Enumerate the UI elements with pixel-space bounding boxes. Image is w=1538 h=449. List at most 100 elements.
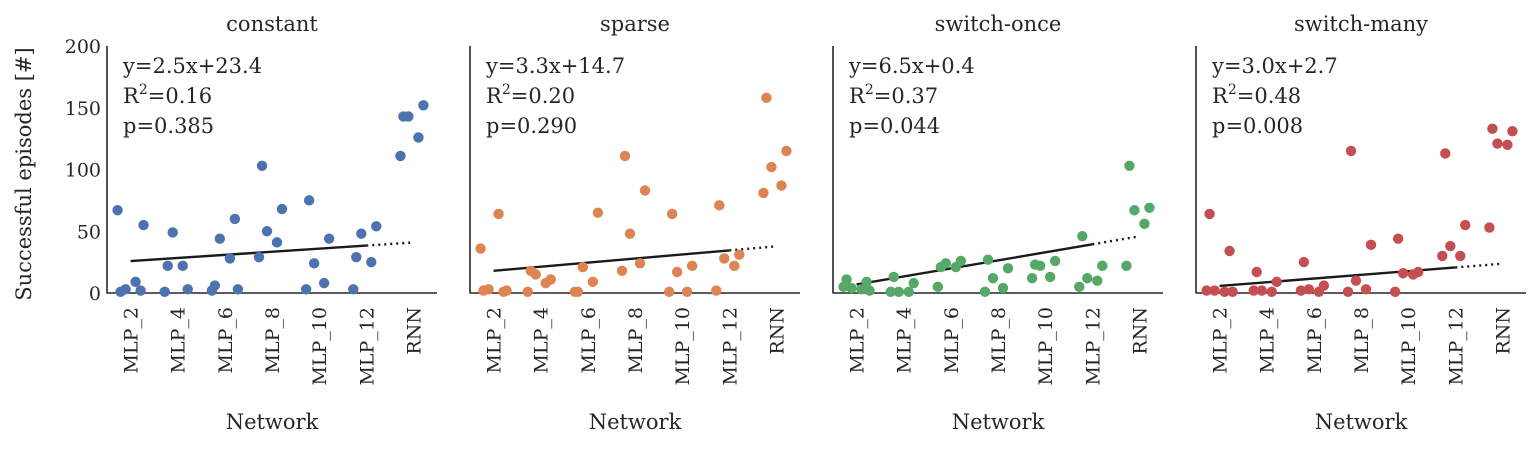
data-point xyxy=(308,258,320,269)
data-point xyxy=(162,260,173,272)
panel-constant: constant 0 50 100 150 200 MLP_2 MLP_4 MLP_6 MLP_8… xyxy=(65,12,437,434)
regression-extrapolation xyxy=(1092,235,1140,246)
panel-switch-many: switch-many MLP_2 MLP_4 MLP_6 MLP_8 MLP_10 MLP… xyxy=(1195,12,1526,434)
data-point xyxy=(663,286,675,297)
data-point xyxy=(1204,208,1215,220)
data-point xyxy=(681,286,693,297)
x-tick-label: MLP_6 xyxy=(578,307,600,373)
y-tick-label: 200 xyxy=(65,36,101,58)
p-value: p=0.008 xyxy=(1212,114,1303,138)
regression-extrapolation xyxy=(729,245,777,252)
data-point xyxy=(224,253,236,264)
x-axis-label: Network xyxy=(952,410,1045,434)
r-squared-exponent: 2 xyxy=(502,82,511,98)
x-tick-label: MLP_10 xyxy=(1398,307,1420,386)
data-point xyxy=(1392,233,1404,244)
data-point xyxy=(232,284,244,295)
x-tick-label: MLP_8 xyxy=(262,307,284,373)
data-point xyxy=(323,233,335,244)
x-tick-label: MLP_2 xyxy=(847,307,869,373)
data-point xyxy=(1397,268,1409,279)
data-point xyxy=(1044,271,1056,283)
data-point xyxy=(577,261,589,273)
data-point xyxy=(403,111,414,122)
r-squared-value: =0.20 xyxy=(511,84,575,108)
data-point xyxy=(253,251,265,263)
data-point xyxy=(1271,276,1282,288)
data-point xyxy=(671,266,683,278)
panels: constant 0 50 100 150 200 MLP_2 MLP_4 MLP_6 MLP_8… xyxy=(65,12,1526,434)
r-squared: R2=0.48 xyxy=(1212,82,1301,108)
r-squared-prefix: R xyxy=(486,84,503,108)
data-point xyxy=(932,281,944,293)
data-point xyxy=(903,286,914,297)
data-point xyxy=(1074,281,1085,293)
data-point xyxy=(167,227,178,238)
data-point xyxy=(135,285,146,296)
data-point xyxy=(729,260,740,272)
x-tick-label: MLP_6 xyxy=(941,307,963,373)
data-point xyxy=(1219,286,1230,297)
data-point xyxy=(861,276,872,288)
data-point xyxy=(413,132,424,143)
data-point xyxy=(1049,255,1061,267)
data-point xyxy=(888,271,899,283)
data-point xyxy=(522,286,533,297)
data-point xyxy=(318,277,330,289)
data-point xyxy=(1455,250,1466,262)
regression-equation: y=2.5x+23.4 xyxy=(122,54,262,78)
x-tick-label: RNN xyxy=(1492,307,1514,355)
data-point xyxy=(1350,275,1362,286)
data-point xyxy=(395,150,406,162)
data-point xyxy=(1345,145,1357,157)
data-point xyxy=(1303,284,1315,295)
regression-equation: y=6.5x+0.4 xyxy=(848,54,975,78)
p-value: p=0.044 xyxy=(849,114,940,138)
data-point xyxy=(1492,138,1503,149)
data-point xyxy=(950,261,962,273)
data-point xyxy=(1460,219,1471,231)
data-point xyxy=(666,208,678,220)
r-squared-value: =0.48 xyxy=(1237,84,1301,108)
data-point xyxy=(719,253,730,264)
data-point xyxy=(979,286,991,297)
regression-extrapolation xyxy=(366,241,414,247)
x-tick-label: MLP_2 xyxy=(121,307,143,373)
data-point xyxy=(1209,285,1220,296)
x-tick-label: MLP_12 xyxy=(356,307,378,386)
r-squared: R2=0.20 xyxy=(486,82,575,108)
regression-extrapolation xyxy=(1455,262,1503,269)
data-point xyxy=(592,207,604,218)
x-tick-label: MLP_4 xyxy=(894,307,916,373)
data-point xyxy=(1407,269,1419,280)
data-point xyxy=(1295,285,1307,296)
data-point xyxy=(1342,286,1354,297)
data-point xyxy=(276,203,288,215)
data-point xyxy=(776,180,787,191)
data-point xyxy=(734,249,745,260)
regression-line xyxy=(130,244,367,263)
r-squared-prefix: R xyxy=(123,84,140,108)
data-point xyxy=(1487,123,1498,134)
data-point xyxy=(1484,222,1495,233)
data-point xyxy=(159,286,170,297)
data-point xyxy=(1097,260,1108,272)
r-squared-exponent: 2 xyxy=(1228,82,1237,98)
x-tick-label: MLP_10 xyxy=(1035,307,1057,386)
x-tick-label: MLP_12 xyxy=(719,307,741,386)
x-axis-label: Network xyxy=(589,410,682,434)
data-point xyxy=(1437,250,1448,262)
data-point xyxy=(940,258,952,269)
data-point xyxy=(1227,286,1238,297)
data-point xyxy=(493,208,504,220)
y-axis-label: Successful episodes [#] xyxy=(12,47,36,300)
data-point xyxy=(1201,285,1212,296)
x-tick-label: MLP_8 xyxy=(988,307,1010,373)
data-point xyxy=(356,228,367,239)
panel-title: sparse xyxy=(600,12,670,36)
x-tick-label: MLP_2 xyxy=(484,307,506,373)
data-point xyxy=(300,284,312,295)
p-value: p=0.385 xyxy=(123,114,214,138)
data-point xyxy=(781,145,792,157)
